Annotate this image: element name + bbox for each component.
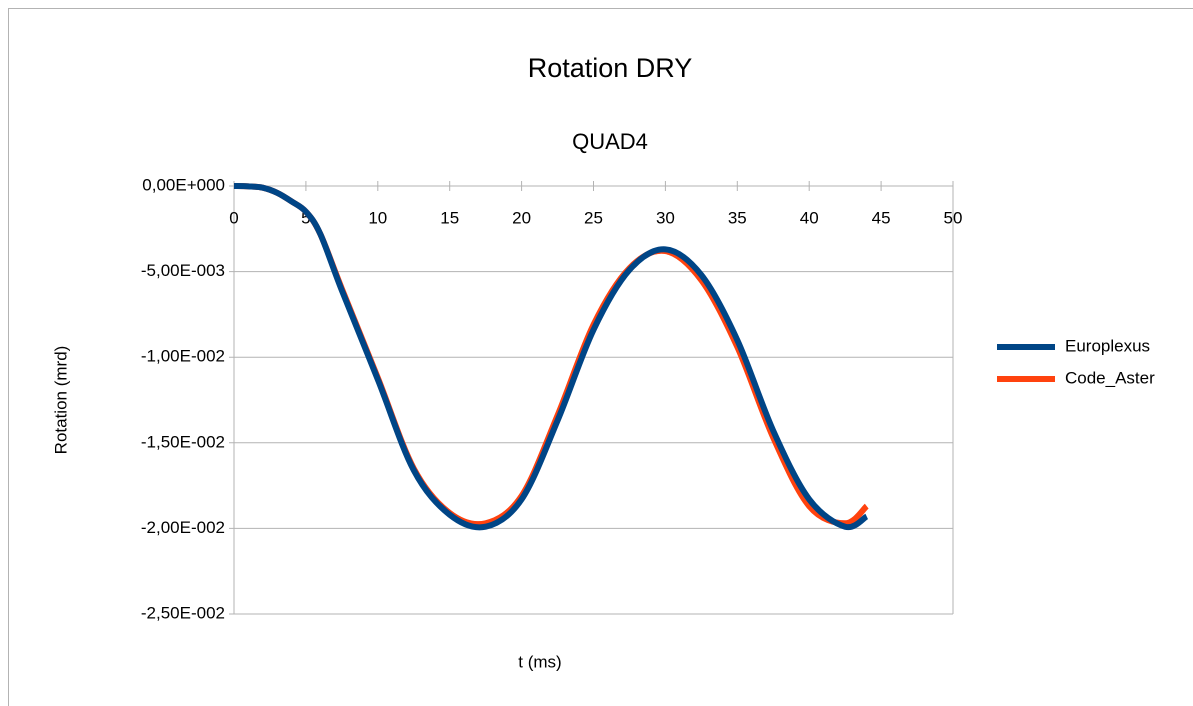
y-tick-label: -1,00E-002 bbox=[141, 347, 225, 366]
y-tick-label: -5,00E-003 bbox=[141, 261, 225, 280]
x-tick-label: 0 bbox=[229, 208, 238, 227]
line-series bbox=[233, 183, 869, 528]
x-tick-label: 20 bbox=[512, 208, 531, 227]
y-tick-label: -1,50E-002 bbox=[141, 432, 225, 451]
y-tick-label: -2,00E-002 bbox=[141, 518, 225, 537]
y-tick-label: -2,50E-002 bbox=[141, 603, 225, 622]
y-axis-label: Rotation (mrd) bbox=[51, 346, 70, 455]
chart-title: Rotation DRY bbox=[528, 53, 693, 83]
legend-label: Code_Aster bbox=[1065, 368, 1155, 387]
line-series bbox=[233, 183, 869, 531]
x-tick-label: 5 bbox=[301, 208, 310, 227]
x-tick-label: 30 bbox=[656, 208, 675, 227]
x-tick-label: 45 bbox=[872, 208, 891, 227]
x-tick-label: 35 bbox=[728, 208, 747, 227]
y-tick-label: 0,00E+000 bbox=[142, 175, 225, 194]
x-axis-label: t (ms) bbox=[518, 652, 561, 671]
frame bbox=[8, 8, 1193, 706]
x-tick-label: 50 bbox=[944, 208, 963, 227]
x-tick-label: 40 bbox=[800, 208, 819, 227]
x-tick-label: 15 bbox=[440, 208, 459, 227]
x-tick-label: 25 bbox=[584, 208, 603, 227]
chart-subtitle: QUAD4 bbox=[572, 129, 648, 154]
legend-label: Europlexus bbox=[1065, 336, 1150, 355]
x-tick-label: 10 bbox=[368, 208, 387, 227]
